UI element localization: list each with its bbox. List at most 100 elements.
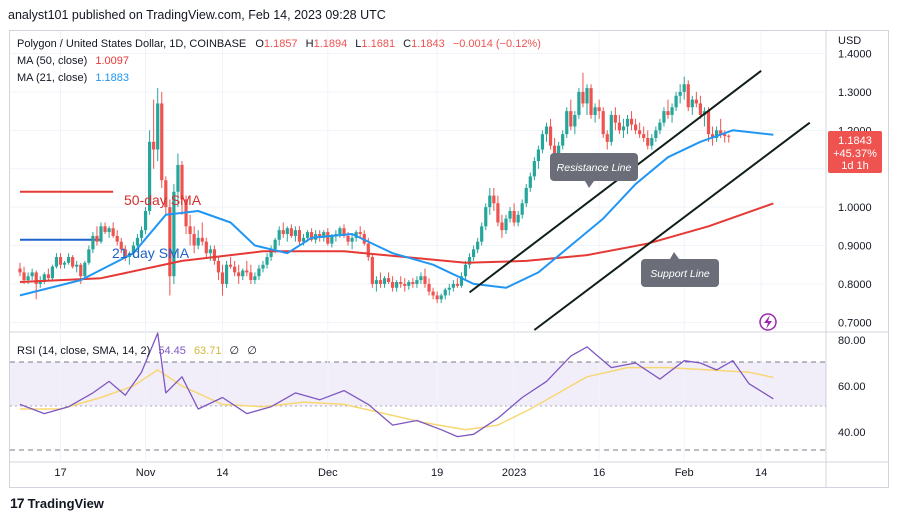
- time-tick-label: 2023: [502, 467, 526, 479]
- candle-body: [463, 264, 468, 277]
- candle-body: [123, 249, 127, 258]
- rsi-legend[interactable]: RSI (14, close, SMA, 14, 2) 54.45 63.71 …: [17, 345, 257, 357]
- candle-body: [370, 257, 374, 284]
- candle-body: [573, 114, 577, 127]
- candle-body: [605, 134, 609, 142]
- candle-body: [265, 257, 269, 265]
- candle-body: [395, 282, 399, 288]
- candle-body: [196, 237, 200, 246]
- last-price-value: 1.1843: [838, 135, 872, 147]
- candle-body: [431, 291, 435, 296]
- candle-body: [589, 88, 593, 115]
- ma21-line: [19, 129, 774, 297]
- publisher-header: analyst101 published on TradingView.com,…: [0, 0, 900, 30]
- time-tick-label: 17: [54, 467, 66, 479]
- candle-body: [293, 230, 297, 236]
- candle-body: [727, 135, 731, 137]
- svg-text:MA (50, close) 1.0097: MA (50, close) 1.0097: [17, 55, 129, 67]
- candle-body: [698, 103, 702, 115]
- price-legend[interactable]: Polygon / United States Dollar, 1D, COIN…: [17, 38, 541, 84]
- price-tick-label: 0.7000: [838, 317, 872, 329]
- candle-body: [544, 126, 549, 135]
- candle-body: [204, 241, 208, 254]
- resistance-callout: Resistance Line: [550, 153, 638, 188]
- candle-body: [289, 228, 293, 236]
- candle-body: [540, 134, 545, 150]
- candle-body: [22, 272, 26, 281]
- candle-body: [358, 232, 362, 234]
- candle-body: [650, 138, 654, 146]
- tradingview-brand[interactable]: 17 TradingView: [10, 493, 104, 513]
- low-value: 1.1681: [361, 38, 395, 50]
- support-label: Support Line: [650, 268, 710, 280]
- candle-body: [666, 111, 670, 115]
- candle-body: [111, 228, 115, 236]
- time-tick-label: 14: [216, 467, 228, 479]
- candle-body: [621, 126, 626, 131]
- ma21-legend-label: MA (21, close): [17, 72, 87, 84]
- candle-body: [257, 268, 261, 277]
- candle-body: [508, 210, 512, 219]
- change-value: −0.0014 (−0.12%): [453, 38, 541, 50]
- close-value: 1.1843: [411, 38, 445, 50]
- price-tick-label: 1.3000: [838, 87, 872, 99]
- candle-body: [172, 191, 176, 277]
- trend-channel: [468, 70, 811, 331]
- candle-body: [634, 124, 638, 131]
- brand-name: TradingView: [27, 495, 104, 511]
- candle-body: [245, 270, 249, 273]
- candle-body: [678, 91, 682, 96]
- currency-label: USD: [838, 35, 861, 47]
- candles: [18, 72, 731, 304]
- candle-body: [241, 270, 245, 277]
- candle-body: [686, 84, 690, 108]
- rsi-tick-label: 80.00: [838, 335, 866, 347]
- last-price-tag: 1.1843 +45.37% 1d 1h: [828, 131, 882, 173]
- candle-body: [176, 164, 180, 192]
- candle-body: [212, 249, 216, 261]
- candle-body: [277, 230, 281, 240]
- candle-body: [233, 266, 237, 273]
- candle-body: [42, 274, 46, 282]
- candle-body: [135, 237, 140, 246]
- rsi-axis: 80.00 60.00 40.00: [838, 335, 866, 439]
- candle-body: [131, 245, 135, 254]
- candle-body: [536, 149, 540, 162]
- candle-body: [322, 232, 326, 238]
- sma-level-lines: [20, 190, 114, 241]
- candle-body: [224, 264, 229, 284]
- candle-body: [220, 272, 225, 284]
- candle-body: [617, 122, 621, 131]
- candle-body: [706, 111, 711, 135]
- sma21-annotation: 21-day SMA: [112, 245, 190, 261]
- candle-body: [91, 235, 95, 250]
- candle-body: [79, 264, 83, 277]
- candle-body: [75, 264, 79, 267]
- lightning-icon[interactable]: [759, 313, 777, 331]
- sma50-annotation: 50-day SMA: [124, 192, 202, 208]
- candle-body: [399, 282, 403, 284]
- candle-body: [119, 241, 123, 250]
- tradingview-logo-icon: 17: [10, 495, 25, 511]
- candle-body: [710, 134, 715, 138]
- candle-body: [156, 103, 160, 150]
- candle-body: [577, 91, 581, 115]
- candle-body: [83, 262, 87, 277]
- candle-body: [435, 295, 439, 300]
- candle-body: [164, 180, 168, 208]
- candle-body: [597, 107, 601, 112]
- candle-body: [520, 203, 524, 215]
- time-axis[interactable]: 17 Nov 14 Dec 19 2023 16 Feb 14: [54, 467, 767, 479]
- candle-body: [200, 237, 204, 242]
- candle-body: [496, 203, 500, 223]
- price-axis[interactable]: 1.40001.30001.20001.10001.00000.90000.80…: [838, 49, 872, 330]
- candle-body: [62, 262, 67, 265]
- candle-body: [87, 249, 91, 263]
- candle-body: [208, 249, 212, 254]
- candle-body: [180, 164, 184, 200]
- candle-body: [285, 228, 289, 234]
- candle-body: [569, 111, 573, 127]
- candle-body: [411, 282, 415, 284]
- candle-body: [378, 280, 383, 284]
